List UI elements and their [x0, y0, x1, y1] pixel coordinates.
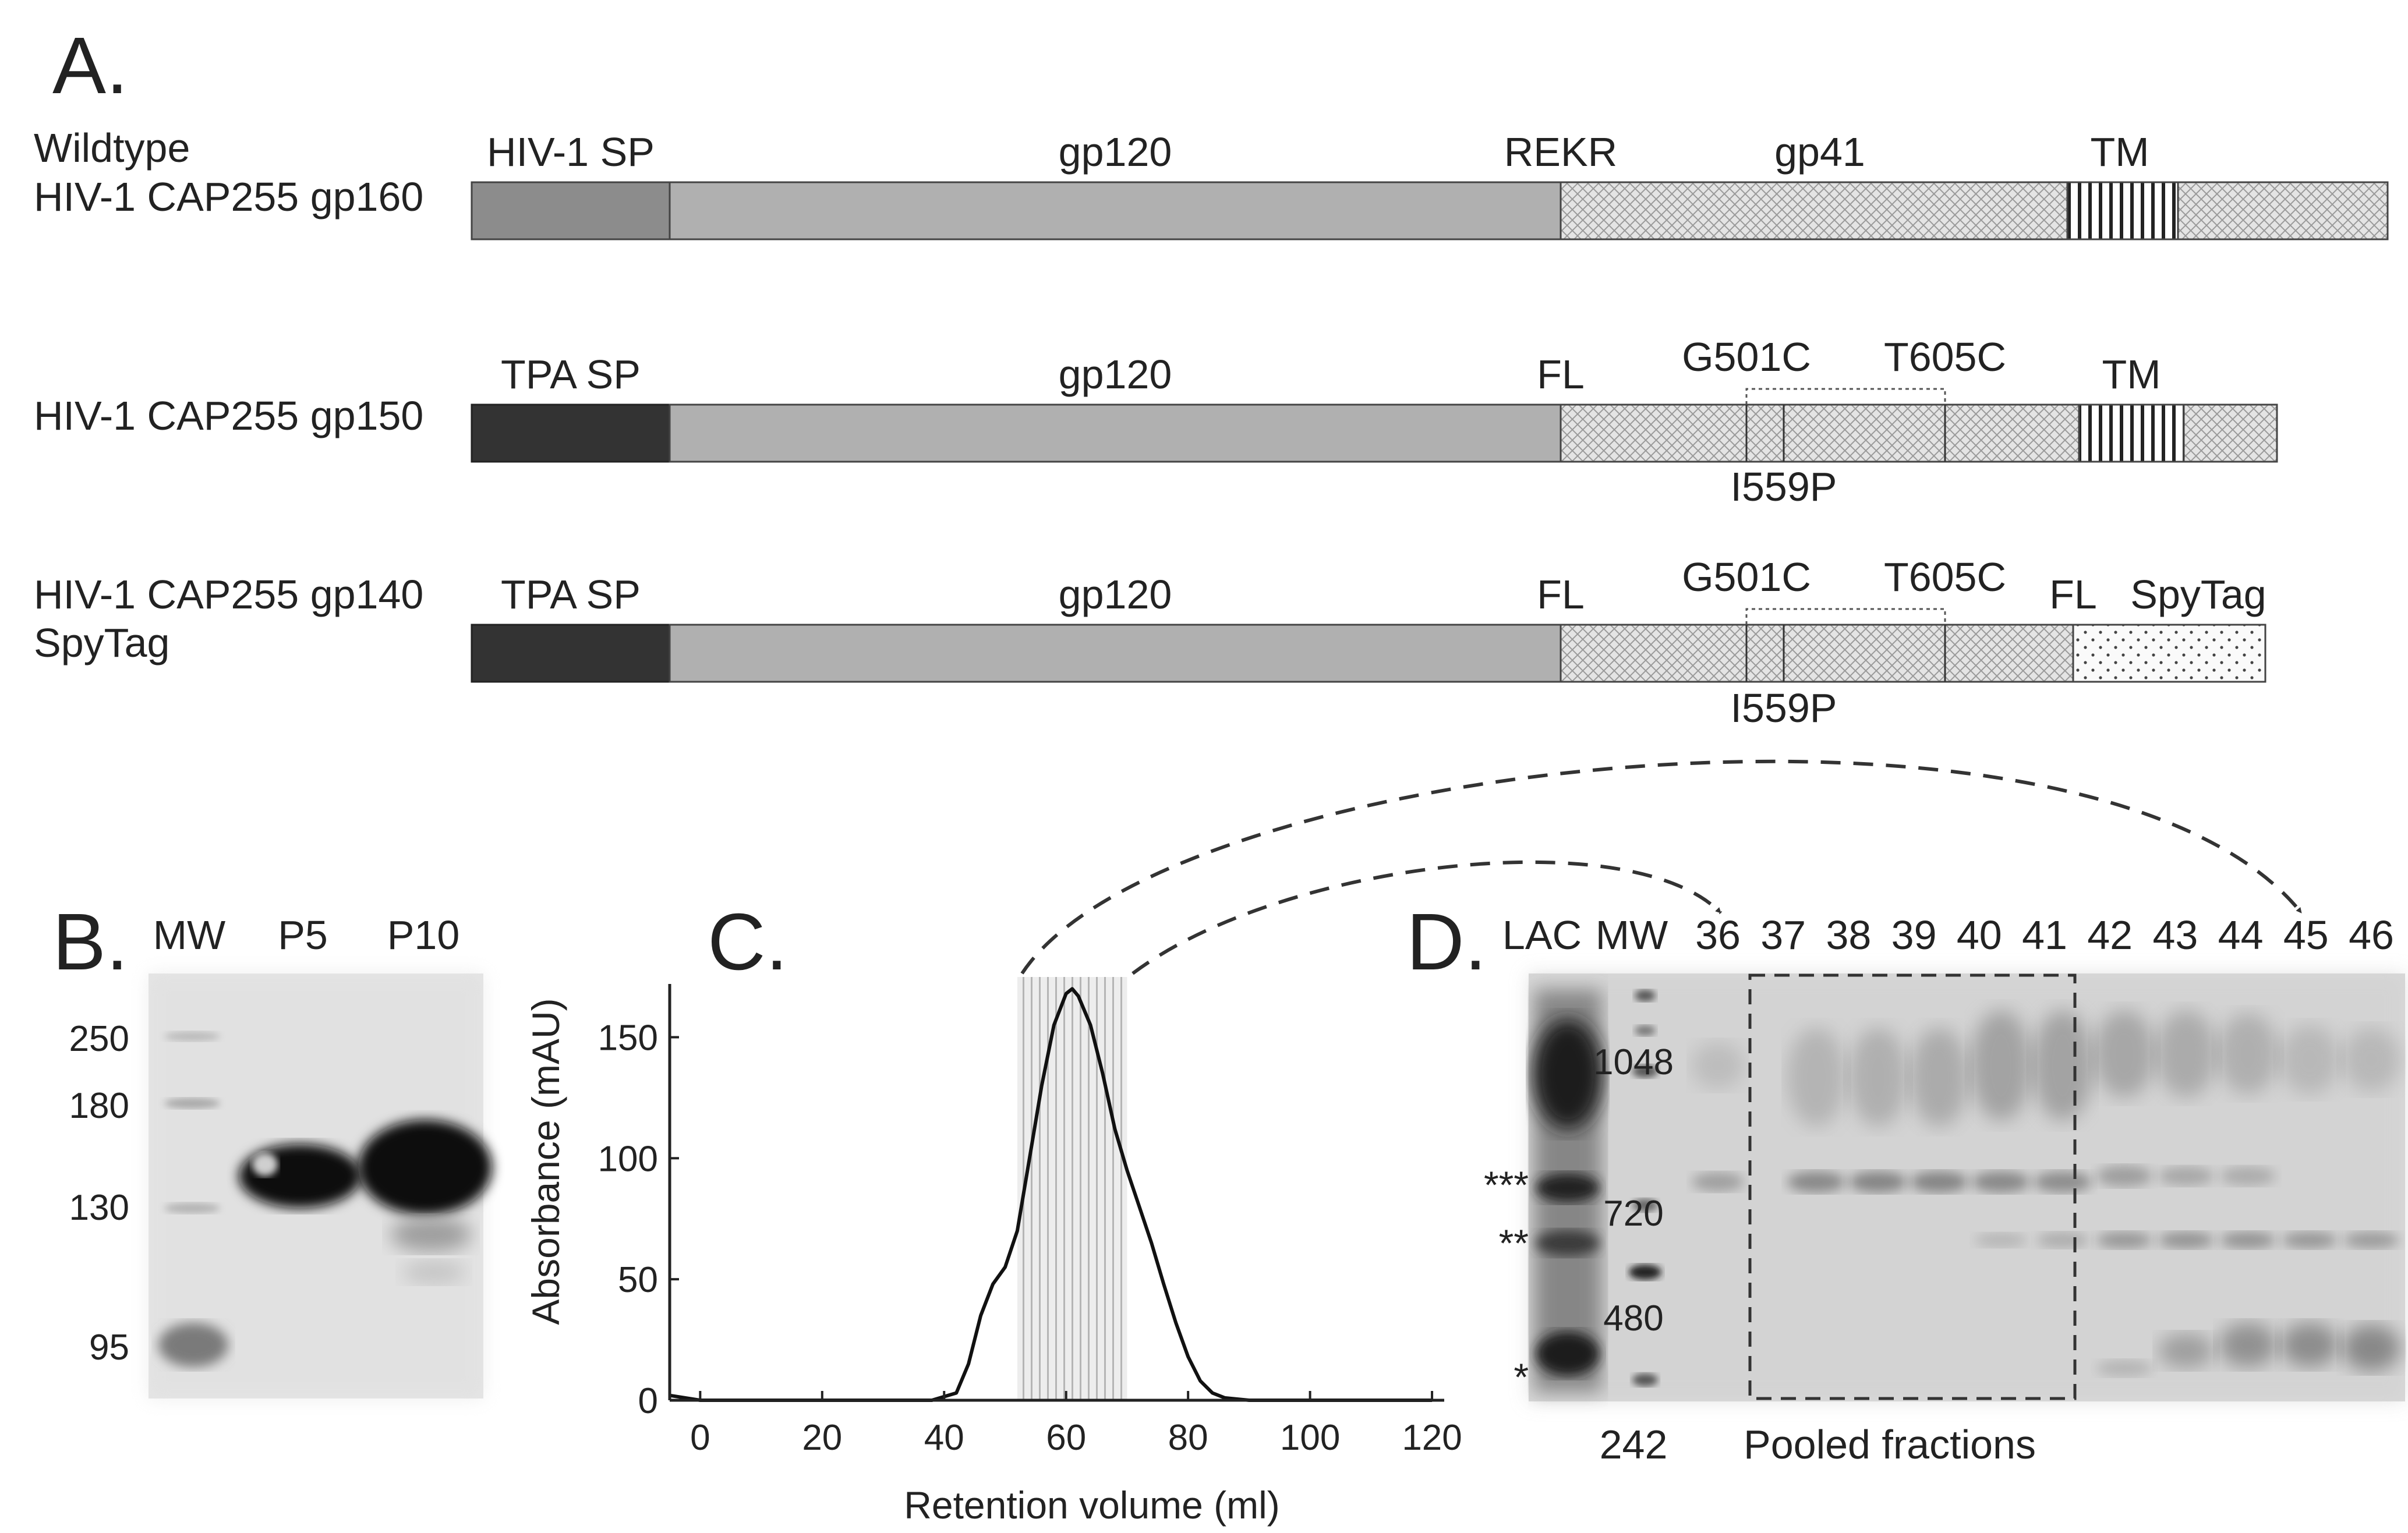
western-blot-image [148, 973, 492, 1399]
lane-label: MW [153, 912, 225, 958]
y-axis-title: Absorbance (mAU) [524, 998, 567, 1325]
segment-label: HIV-1 SP [487, 129, 655, 175]
segment-label: gp120 [1059, 129, 1172, 175]
construct-gp140-spytag: HIV-1 CAP255 gp140 SpyTag TPA SP gp120 F… [34, 554, 2266, 731]
gp120-segment [669, 403, 1562, 463]
gp120-segment [669, 181, 1562, 240]
gp41-segment [1560, 181, 2068, 240]
y-tick-label: 150 [598, 1018, 658, 1058]
cytoplasmic-tail-segment [2183, 403, 2278, 463]
cytoplasmic-tail-segment [2177, 181, 2389, 240]
chromatogram-chart: 0 20 40 60 80 100 120 0 50 100 150 Retention volu… [524, 977, 1462, 1527]
signal-peptide-segment [471, 181, 671, 240]
segment-label: gp120 [1059, 352, 1172, 397]
mw-marker-label: 180 [69, 1086, 129, 1126]
y-tick-label: 0 [638, 1381, 658, 1421]
fraction-shading [1017, 977, 1127, 1400]
lane-label: MW [1596, 912, 1668, 958]
gp41-ectodomain-segment [1560, 403, 2080, 463]
x-tick-label: 80 [1168, 1418, 1208, 1458]
construct-name-line: HIV-1 CAP255 gp150 [34, 393, 423, 438]
panel-label-a: A. [52, 21, 128, 111]
segment-label: SpyTag [2130, 572, 2266, 617]
transmembrane-segment [2078, 403, 2185, 463]
mutation-label: I559P [1731, 685, 1837, 731]
native-gel-image [1529, 973, 2405, 1401]
mutation-label: G501C [1682, 554, 1811, 600]
segment-label: FL [1537, 352, 1585, 397]
mutation-label: G501C [1682, 334, 1811, 380]
pooled-fractions-box [1748, 973, 2077, 1400]
fraction-lane-label: 40 [1957, 912, 2002, 958]
x-tick-label: 20 [802, 1418, 842, 1458]
gp120-segment [669, 624, 1562, 683]
segment-label: FL [2049, 572, 2097, 617]
segment-label: REKR [1504, 129, 1617, 175]
signal-peptide-segment [471, 624, 671, 683]
segment-label: TPA SP [501, 572, 641, 617]
segment-label: TM [2102, 352, 2161, 397]
gp41-ectodomain-segment [1560, 624, 2074, 683]
segment-label: gp120 [1059, 572, 1172, 617]
oligomer-marker-trimer: *** [1484, 1163, 1529, 1206]
fraction-lane-label: 39 [1891, 912, 1937, 958]
mw-marker-label: 480 [1603, 1298, 1663, 1339]
fraction-arrow [1020, 759, 2303, 975]
lane-label: LAC [1502, 912, 1582, 958]
panel-label-b: B. [52, 897, 128, 987]
construct-name-line: HIV-1 CAP255 gp140 [34, 572, 423, 617]
mw-marker-label: 242 [1600, 1422, 1668, 1467]
oligomer-marker-dimer: ** [1499, 1222, 1529, 1265]
construct-name-line: Wildtype [34, 125, 190, 171]
x-tick-label: 60 [1046, 1418, 1086, 1458]
x-tick-label: 120 [1402, 1418, 1462, 1458]
panel-label-c: C. [708, 897, 788, 987]
segment-label: FL [1537, 572, 1585, 617]
panel-label-d: D. [1406, 897, 1487, 987]
fraction-arrow [1131, 860, 1723, 975]
x-tick-label: 100 [1280, 1418, 1340, 1458]
spytag-segment [2072, 624, 2266, 683]
y-tick-label: 100 [598, 1139, 658, 1179]
fraction-lane-label: 37 [1760, 912, 1806, 958]
construct-name-line: SpyTag [34, 620, 169, 665]
mutation-label: I559P [1731, 464, 1837, 509]
mw-marker-label: 130 [69, 1188, 129, 1228]
oligomer-marker-monomer: * [1514, 1355, 1529, 1399]
mutation-label: T605C [1884, 334, 2006, 380]
disulfide-bridge [1745, 608, 1946, 625]
fraction-lane-label: 45 [2283, 912, 2329, 958]
mw-marker-label: 250 [69, 1019, 129, 1059]
x-tick-label: 40 [924, 1418, 964, 1458]
fraction-lane-label: 42 [2087, 912, 2133, 958]
construct-gp160: Wildtype HIV-1 CAP255 gp160 HIV-1 SP gp1… [34, 125, 2389, 240]
mw-marker-label: 720 [1603, 1194, 1663, 1234]
y-tick-label: 50 [618, 1260, 658, 1300]
pooled-fractions-label: Pooled fractions [1744, 1422, 2036, 1467]
segment-label: TM [2090, 129, 2149, 175]
fraction-lane-label: 44 [2218, 912, 2264, 958]
fraction-lane-label: 46 [2349, 912, 2394, 958]
x-axis-title: Retention volume (ml) [904, 1484, 1280, 1527]
mw-marker-label: 1048 [1593, 1042, 1674, 1082]
fraction-lane-label: 36 [1695, 912, 1741, 958]
mw-marker-label: 95 [89, 1327, 129, 1368]
mutation-label: T605C [1884, 554, 2006, 600]
fraction-lane-label: 41 [2022, 912, 2067, 958]
segment-label: TPA SP [501, 352, 641, 397]
construct-gp150: HIV-1 CAP255 gp150 TPA SP gp120 FL G501C… [34, 334, 2278, 509]
lane-label: P5 [278, 912, 328, 958]
transmembrane-segment [2066, 181, 2179, 240]
construct-name-line: HIV-1 CAP255 gp160 [34, 174, 423, 219]
disulfide-bridge [1745, 388, 1946, 405]
fraction-lane-label: 43 [2152, 912, 2198, 958]
fraction-lane-label: 38 [1826, 912, 1871, 958]
x-tick-label: 0 [690, 1418, 710, 1458]
signal-peptide-segment [471, 403, 671, 463]
segment-label: gp41 [1774, 129, 1865, 175]
lane-label: P10 [387, 912, 460, 958]
